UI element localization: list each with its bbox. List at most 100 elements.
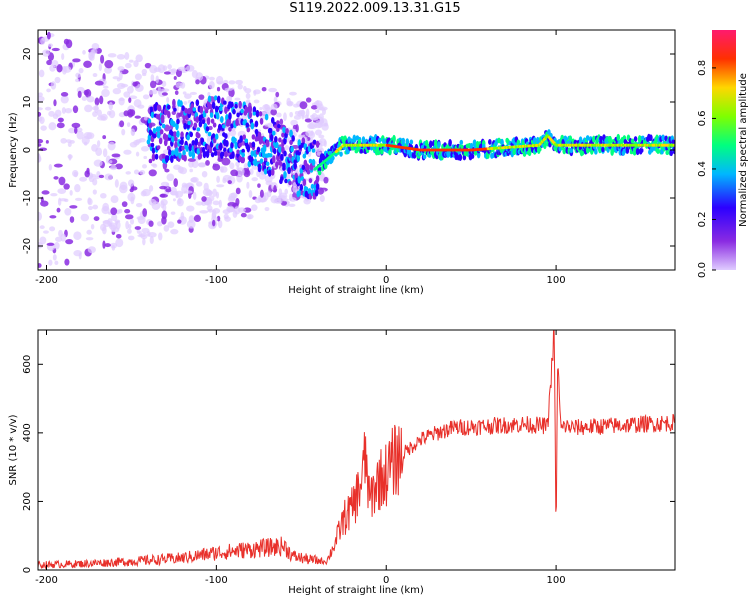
spectrogram-cell bbox=[339, 151, 343, 157]
spectrogram-cell bbox=[257, 183, 261, 188]
spectrogram-cell bbox=[52, 254, 57, 261]
spectrogram-cell bbox=[74, 183, 81, 193]
spectrogram-cell bbox=[171, 150, 175, 156]
spectrogram-cell bbox=[134, 115, 141, 119]
spectrogram-cell bbox=[54, 109, 62, 117]
spectrogram-cell bbox=[288, 180, 292, 186]
spectrogram-cell bbox=[244, 88, 252, 94]
spectrogram-cell bbox=[130, 128, 136, 136]
spectrogram-cell bbox=[111, 213, 118, 222]
spectrogram-cell bbox=[248, 190, 253, 198]
spectrogram-cell bbox=[178, 112, 182, 117]
spectrogram-cell bbox=[259, 136, 264, 142]
spectrogram-cell bbox=[115, 238, 124, 248]
spectrogram-cell bbox=[142, 237, 146, 246]
spectrogram-cell bbox=[151, 153, 156, 162]
spectrogram-cell bbox=[251, 141, 256, 148]
spectrogram-cell bbox=[211, 101, 216, 110]
y-tick-label: 0 bbox=[22, 567, 33, 573]
spectrogram-cell bbox=[267, 169, 272, 177]
spectrogram-cell bbox=[100, 223, 107, 232]
spectrogram-cell bbox=[156, 221, 163, 227]
spectrogram-cell bbox=[310, 105, 318, 110]
spectrogram-cell bbox=[235, 198, 240, 206]
spectrogram-cell bbox=[39, 236, 47, 245]
spectrogram-cell bbox=[198, 152, 203, 160]
spectrogram-cell bbox=[48, 122, 57, 131]
spectrogram-cell bbox=[228, 112, 232, 120]
spectrogram-cell bbox=[248, 105, 253, 113]
spectrogram-cell bbox=[137, 215, 146, 225]
spectrogram-cell bbox=[224, 151, 228, 158]
spectrogram-cell bbox=[266, 190, 272, 198]
spectrogram-cell bbox=[140, 145, 150, 152]
spectrogram-cell bbox=[64, 107, 73, 114]
spectrogram-cell bbox=[90, 223, 95, 230]
spectrogram-cell bbox=[224, 133, 228, 139]
spectrogram-cell bbox=[527, 146, 532, 154]
spectrogram-cell bbox=[270, 103, 278, 111]
spectrogram-cell bbox=[110, 195, 119, 204]
spectrogram-cell bbox=[57, 188, 67, 194]
spectrogram-cell bbox=[176, 118, 180, 125]
spectrogram-cell bbox=[302, 153, 307, 159]
spectrogram-cell bbox=[178, 152, 182, 159]
spectrogram-cell bbox=[142, 73, 147, 77]
spectrogram-cell bbox=[38, 107, 43, 111]
spectrogram-cell bbox=[241, 148, 245, 154]
spectrogram-cell bbox=[88, 51, 94, 61]
spectrogram-cell bbox=[161, 123, 166, 129]
spectrogram-cell bbox=[212, 163, 221, 171]
spectrogram-cell bbox=[110, 207, 118, 216]
x-tick-label: -100 bbox=[205, 575, 228, 586]
spectrogram-cell bbox=[71, 122, 81, 129]
spectrogram-cell bbox=[135, 151, 140, 157]
spectrogram-cell bbox=[76, 130, 84, 140]
spectrogram-cell bbox=[117, 66, 125, 72]
spectrogram-cell bbox=[72, 169, 79, 177]
spectrogram-cell bbox=[274, 124, 278, 129]
spectrogram-cell bbox=[214, 133, 219, 140]
spectrogram-cell bbox=[272, 148, 277, 155]
spectrogram-cell bbox=[401, 139, 406, 148]
y-tick-label: -20 bbox=[22, 238, 33, 254]
spectrogram-cell bbox=[64, 207, 72, 216]
spectrogram-cell bbox=[192, 107, 197, 112]
spectrogram-cell bbox=[102, 85, 109, 89]
spectrogram-cell bbox=[54, 260, 59, 265]
spectrogram-cell bbox=[58, 176, 66, 186]
spectrogram-cell bbox=[83, 60, 92, 68]
spectrogram-cell bbox=[180, 131, 184, 138]
spectrogram-cell bbox=[310, 183, 315, 190]
spectrogram-cell bbox=[46, 31, 51, 40]
spectrogram-cell bbox=[86, 229, 92, 235]
spectrogram-cell bbox=[65, 238, 74, 245]
chart-title: S119.2022.009.13.31.G15 bbox=[289, 1, 461, 16]
spectrogram-cell bbox=[134, 84, 144, 92]
spectrogram-cell bbox=[205, 126, 210, 132]
spectrogram-cell bbox=[304, 186, 309, 191]
spectrogram-cell bbox=[281, 132, 285, 138]
spectrogram-cell bbox=[150, 74, 155, 82]
x-tick-label: -200 bbox=[35, 275, 58, 286]
spectrogram-cell bbox=[231, 127, 236, 132]
spectrogram-cell bbox=[134, 226, 142, 230]
spectrogram-cell bbox=[102, 148, 108, 158]
spectrogram-cell bbox=[380, 148, 384, 155]
spectrogram-cell bbox=[170, 68, 177, 74]
spectrogram-cell bbox=[257, 163, 262, 170]
spectrogram-cell bbox=[40, 125, 47, 131]
spectrogram-cell bbox=[216, 175, 220, 183]
spectrogram-cell bbox=[158, 232, 163, 241]
spectrogram-cell bbox=[213, 150, 218, 156]
spectrogram-cell bbox=[293, 161, 297, 170]
spectrogram-cell bbox=[459, 139, 464, 145]
spectrogram-cell bbox=[273, 199, 278, 203]
spectrogram-cell bbox=[177, 66, 187, 72]
spectrogram-cell bbox=[167, 221, 175, 229]
spectrogram-cell bbox=[92, 189, 97, 195]
spectrogram-cell bbox=[191, 159, 199, 169]
y-tick-label: 400 bbox=[22, 423, 33, 442]
spectrogram-cell bbox=[212, 188, 218, 197]
spectrogram-cell bbox=[48, 110, 55, 117]
